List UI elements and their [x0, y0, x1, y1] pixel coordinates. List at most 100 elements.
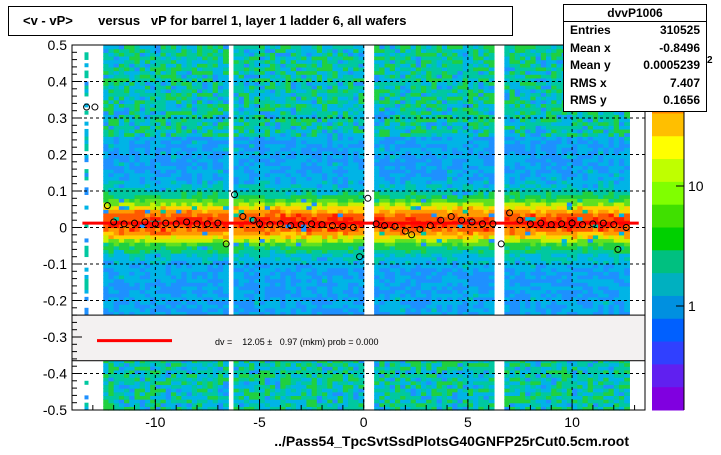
heatmap-cell: [197, 377, 203, 382]
heatmap-cell: [124, 114, 130, 119]
heatmap-cell: [129, 85, 136, 90]
heatmap-cell: [155, 231, 162, 236]
heatmap-cell: [134, 212, 141, 218]
heatmap-cell: [358, 85, 365, 90]
heatmap-cell: [170, 249, 177, 254]
heatmap-cell: [342, 391, 349, 396]
heatmap-cell: [139, 128, 146, 134]
heatmap-cell: [108, 150, 115, 156]
heatmap-cell: [374, 70, 380, 75]
heatmap-cell: [233, 132, 240, 137]
heatmap-cell: [150, 300, 156, 305]
heatmap-cell: [186, 118, 193, 123]
heatmap-cell: [264, 125, 271, 130]
heatmap-cell: [160, 66, 167, 72]
heatmap-cell: [290, 169, 297, 174]
heatmap-cell: [285, 187, 292, 192]
heatmap-cell: [129, 81, 136, 86]
heatmap-cell: [139, 96, 146, 101]
heatmap-cell: [186, 264, 193, 269]
heatmap-cell: [290, 59, 297, 64]
heatmap-cell: [353, 296, 360, 302]
heatmap-cell: [353, 143, 360, 148]
heatmap-cell: [129, 118, 136, 123]
heatmap-cell: [165, 278, 172, 283]
heatmap-cell: [207, 191, 214, 196]
heatmap-cell: [129, 369, 136, 375]
heatmap-cell: [238, 267, 245, 272]
heatmap-cell: [295, 402, 302, 407]
heatmap-cell: [134, 99, 141, 104]
heatmap-cell: [332, 260, 339, 265]
heatmap-cell: [249, 260, 255, 265]
heatmap-cell: [113, 395, 120, 400]
heatmap-cell: [353, 139, 360, 145]
heatmap-cell: [285, 132, 292, 137]
heatmap-cell: [134, 223, 141, 229]
heatmap-cell: [118, 187, 125, 192]
heatmap-cell: [134, 88, 141, 94]
heatmap-cell: [249, 143, 255, 148]
heatmap-cell: [223, 267, 229, 272]
heatmap-cell: [269, 118, 276, 123]
heatmap-cell: [264, 391, 271, 396]
heatmap-cell: [181, 169, 188, 174]
heatmap-cell: [332, 88, 339, 94]
heatmap-cell: [353, 216, 360, 221]
heatmap-cell: [186, 227, 193, 232]
heatmap-cell: [264, 132, 271, 137]
heatmap-cell: [259, 201, 266, 207]
heatmap-cell: [301, 373, 308, 378]
heatmap-cell: [212, 92, 219, 97]
heatmap-cell: [358, 70, 365, 75]
heatmap-cell: [269, 132, 276, 137]
heatmap-cell: [165, 48, 172, 53]
heatmap-cell: [269, 99, 276, 104]
heatmap-cell: [217, 201, 224, 207]
heatmap-cell: [264, 48, 271, 53]
heatmap-cell: [181, 380, 188, 386]
heatmap-cell: [186, 45, 193, 50]
heatmap-cell: [249, 118, 255, 123]
heatmap-cell: [197, 187, 203, 192]
heatmap-cell: [186, 238, 193, 243]
heatmap-cell: [316, 187, 323, 192]
heatmap-cell: [176, 103, 182, 108]
heatmap-cell: [374, 198, 380, 203]
heatmap-cell: [306, 114, 313, 119]
heatmap-cell: [217, 391, 224, 396]
heatmap-cell: [316, 264, 323, 269]
heatmap-cell: [322, 125, 328, 130]
heatmap-cell: [322, 399, 328, 404]
heatmap-cell: [233, 380, 240, 386]
heatmap-cell: [264, 187, 271, 192]
heatmap-cell: [311, 147, 318, 152]
heatmap-cell: [150, 194, 156, 199]
heatmap-cell: [327, 92, 334, 97]
heatmap-cell: [233, 278, 240, 283]
heatmap-cell: [155, 227, 162, 232]
heatmap-cell: [186, 205, 193, 210]
heatmap-cell: [269, 198, 276, 203]
heatmap-cell: [254, 191, 261, 196]
heatmap-cell: [165, 59, 172, 64]
heatmap-cell: [342, 201, 349, 207]
heatmap-cell: [223, 63, 229, 68]
heatmap-cell: [337, 296, 344, 302]
heatmap-cell: [165, 198, 172, 203]
heatmap-cell: [202, 399, 209, 404]
heatmap-cell: [233, 183, 240, 188]
heatmap-cell: [337, 99, 344, 104]
heatmap-cell: [113, 234, 120, 240]
heatmap-cell: [103, 234, 110, 240]
heatmap-cell: [327, 402, 334, 407]
heatmap-cell: [280, 176, 287, 181]
heatmap-cell: [358, 172, 365, 177]
heatmap-cell: [223, 402, 229, 407]
heatmap-cell: [374, 176, 380, 181]
heatmap-cell: [238, 234, 245, 240]
heatmap-cell: [223, 121, 229, 126]
heatmap-cell: [144, 96, 151, 101]
heatmap-cell: [113, 380, 120, 386]
heatmap-cell: [238, 311, 245, 316]
